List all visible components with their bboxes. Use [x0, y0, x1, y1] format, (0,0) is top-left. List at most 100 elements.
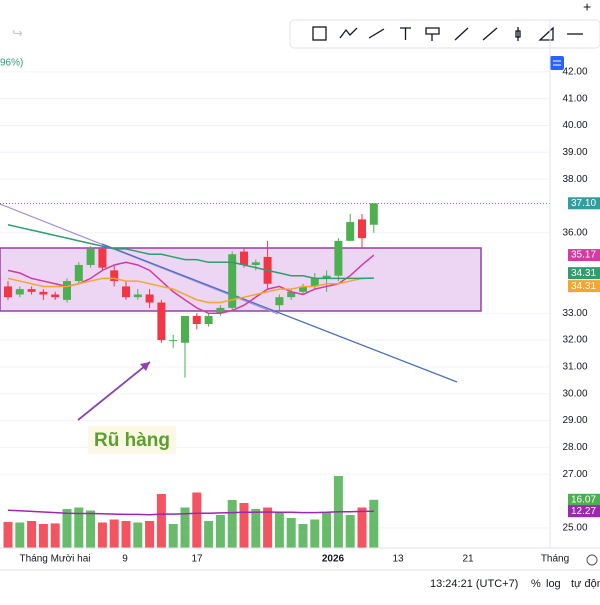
- price-tag: [568, 505, 600, 518]
- x-tick-label: Tháng: [541, 554, 569, 565]
- candle-body: [51, 294, 60, 298]
- y-tick-label: 38.00: [562, 174, 587, 185]
- candle-body: [251, 262, 260, 265]
- redo-icon[interactable]: ↪: [12, 25, 23, 40]
- volume-bar: [133, 522, 143, 548]
- candle-body: [98, 248, 107, 268]
- volume-bar: [286, 518, 296, 548]
- candle-body: [15, 289, 24, 295]
- annotation: Rũ hàng: [94, 430, 170, 451]
- volume-bar: [192, 492, 202, 548]
- price-tag-label: 35.17: [571, 250, 596, 261]
- triangle-tool[interactable]: [538, 26, 554, 41]
- candle-body: [39, 291, 48, 295]
- candle-body: [169, 340, 178, 342]
- ray-tool[interactable]: [454, 27, 469, 41]
- volume-bar: [97, 522, 107, 548]
- volume-bar: [357, 507, 367, 548]
- volume-bar: [204, 521, 214, 548]
- volume-bar: [168, 524, 178, 548]
- candle-body: [110, 270, 119, 282]
- volume-bar: [322, 512, 332, 548]
- volume-bar: [227, 500, 237, 548]
- rect-tool[interactable]: [312, 26, 327, 41]
- auto-scale-icon: [553, 60, 561, 66]
- y-tick-label: 29.00: [562, 415, 587, 426]
- volume-bar: [251, 509, 261, 548]
- volume-bar: [109, 519, 119, 548]
- volume-bar: [27, 521, 37, 548]
- y-tick-label: 32.00: [562, 335, 587, 346]
- candle-body: [27, 289, 36, 292]
- candle-body: [74, 264, 83, 282]
- auto-button[interactable]: tự độn: [571, 578, 600, 590]
- arrow[interactable]: [77, 361, 151, 421]
- candle-body: [240, 251, 248, 265]
- add-icon[interactable]: +: [583, 0, 591, 15]
- candle-body: [358, 219, 366, 239]
- y-tick-label: 41.00: [562, 93, 587, 104]
- y-tick-label: 40.00: [562, 120, 587, 131]
- volume-bar: [121, 521, 131, 548]
- candle-body: [346, 222, 355, 241]
- y-tick-label: 42.00: [562, 66, 587, 77]
- y-tick-label: 31.00: [562, 362, 587, 373]
- candle-body: [63, 281, 71, 300]
- price-tag: [568, 267, 600, 280]
- volume-bar: [298, 524, 308, 548]
- note-tool[interactable]: [425, 27, 440, 41]
- volume-bar: [62, 509, 72, 548]
- y-tick-label: 33.00: [562, 308, 587, 319]
- volume-bar: [38, 524, 48, 548]
- legend-text: 96%): [0, 58, 23, 69]
- candle-body: [122, 286, 130, 298]
- volume-bar: [310, 519, 320, 548]
- candle-body: [133, 294, 142, 298]
- candle-body: [275, 297, 284, 306]
- candle-body: [192, 315, 201, 324]
- volume-bar: [50, 523, 60, 548]
- y-tick-label: 39.00: [562, 147, 587, 158]
- trend-tool[interactable]: [482, 27, 498, 41]
- volume-bar: [263, 507, 273, 548]
- auto-scale-button[interactable]: [550, 56, 564, 70]
- path-tool[interactable]: [339, 27, 358, 39]
- y-tick-label: 28.00: [562, 442, 587, 453]
- volume-bar: [86, 510, 96, 548]
- y-tick-label: 30.00: [562, 388, 587, 399]
- text-tool[interactable]: [400, 27, 411, 40]
- settings-icon[interactable]: [586, 554, 598, 566]
- candle-body: [369, 203, 378, 225]
- price-tag-label: 37.10: [571, 198, 596, 209]
- candle-body: [4, 286, 12, 298]
- log-button[interactable]: log: [546, 578, 561, 590]
- candle-tool[interactable]: [515, 27, 521, 41]
- candle-body: [287, 291, 296, 298]
- y-tick-label: 25.00: [562, 523, 587, 534]
- candle-body: [228, 254, 237, 308]
- volume-bar: [3, 521, 13, 548]
- x-tick-label: 2026: [322, 554, 345, 565]
- y-tick-label: 36.00: [562, 227, 587, 238]
- candle-body: [145, 294, 154, 303]
- trend-line[interactable]: [101, 243, 458, 383]
- clock: 13:24:21 (UTC+7): [430, 578, 518, 590]
- arrow-head: [140, 362, 150, 371]
- moving-average: [7, 277, 374, 304]
- x-tick-label: 13: [392, 554, 404, 565]
- price-tag-label: 16.07: [571, 494, 596, 505]
- candle-body: [334, 240, 343, 276]
- candle-body: [181, 315, 189, 343]
- candle-body: [310, 278, 319, 287]
- annotation-box[interactable]: [88, 426, 176, 454]
- percent-button[interactable]: %: [531, 578, 541, 590]
- drawing-toolbar: [289, 19, 600, 49]
- x-tick-label: 17: [191, 554, 203, 565]
- price-tag: [568, 197, 600, 210]
- x-tick-label: 9: [122, 554, 128, 565]
- volume-bar: [215, 515, 225, 548]
- volume-ma: [7, 509, 374, 516]
- volume-bar: [74, 507, 84, 548]
- line-tool[interactable]: [368, 28, 385, 39]
